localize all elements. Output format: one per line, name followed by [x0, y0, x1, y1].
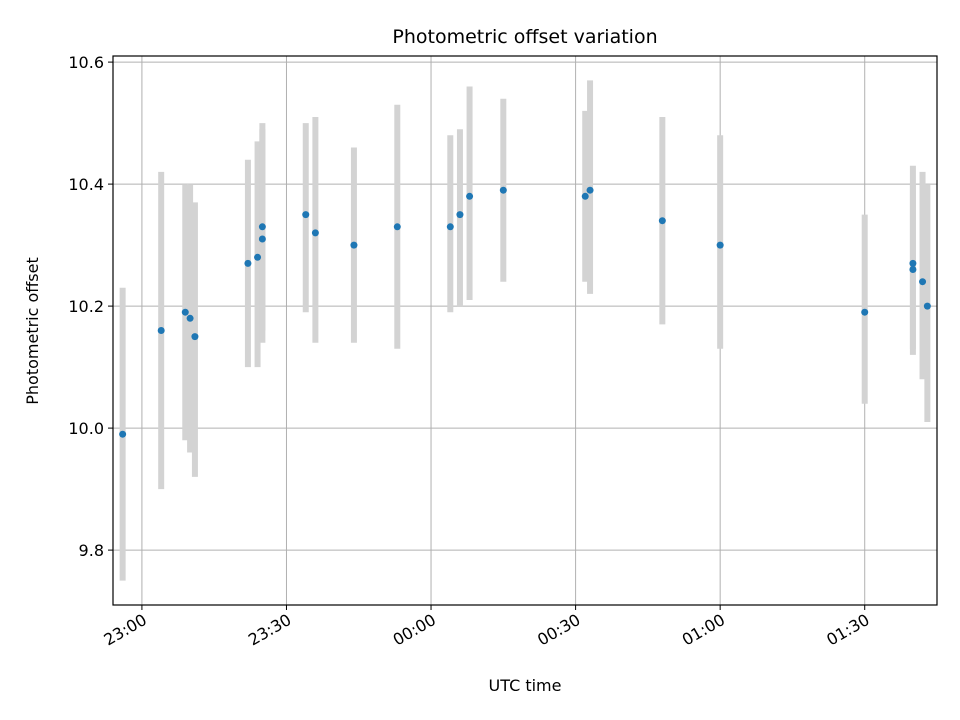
data-point	[186, 314, 194, 322]
data-point	[456, 211, 464, 219]
data-point	[393, 223, 401, 231]
data-point	[350, 241, 358, 249]
data-point	[181, 308, 189, 316]
y-tick-label: 10.0	[68, 419, 104, 438]
data-points	[119, 186, 931, 438]
y-axis-title: Photometric offset	[23, 257, 42, 405]
x-axis-title: UTC time	[489, 676, 562, 695]
data-point	[499, 186, 507, 194]
data-point	[586, 186, 594, 194]
plot-area-frame	[112, 55, 938, 606]
y-axis-ticks: 9.8 10.0 10.2 10.4 10.6	[68, 53, 113, 560]
data-point	[191, 333, 199, 341]
data-point	[157, 327, 165, 334]
data-point	[909, 266, 917, 273]
data-point	[254, 253, 262, 261]
data-point	[302, 211, 310, 219]
data-point	[258, 235, 266, 243]
data-point	[658, 217, 666, 225]
data-point	[446, 223, 454, 231]
y-tick-label: 9.8	[79, 541, 104, 560]
y-tick-label: 10.2	[68, 297, 104, 316]
data-point	[466, 192, 474, 200]
data-point	[311, 229, 319, 237]
data-point	[909, 259, 917, 267]
data-point	[861, 308, 869, 316]
data-point	[258, 223, 266, 231]
chart-title: Photometric offset variation	[392, 26, 657, 48]
data-point	[923, 302, 931, 310]
data-point	[244, 259, 252, 267]
y-tick-label: 10.6	[68, 53, 104, 72]
y-tick-label: 10.4	[68, 175, 104, 194]
data-point	[581, 192, 589, 200]
data-point	[716, 241, 724, 249]
data-point	[919, 278, 927, 286]
data-point	[119, 430, 127, 438]
